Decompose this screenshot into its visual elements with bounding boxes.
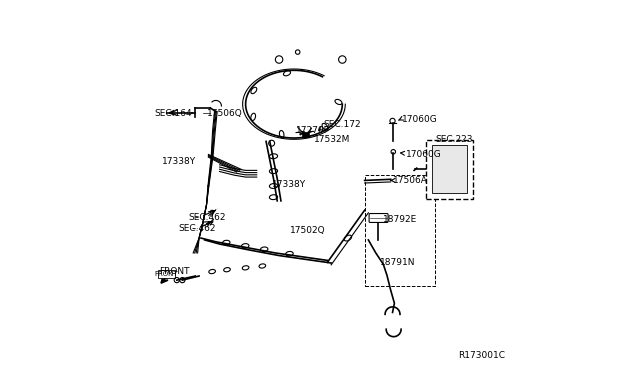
FancyBboxPatch shape (369, 214, 388, 222)
FancyBboxPatch shape (302, 132, 309, 137)
Text: 17502Q: 17502Q (291, 226, 326, 235)
FancyBboxPatch shape (158, 270, 175, 278)
Text: FRONT: FRONT (155, 271, 179, 277)
Text: 18792E: 18792E (383, 215, 417, 224)
FancyBboxPatch shape (426, 140, 472, 199)
Text: FRONT: FRONT (159, 267, 190, 276)
Text: 17270P: 17270P (296, 126, 330, 135)
Text: R173001C: R173001C (458, 351, 504, 360)
Text: SEC.462: SEC.462 (188, 213, 225, 222)
Text: 17532M: 17532M (314, 135, 351, 144)
Text: 17338Y: 17338Y (162, 157, 196, 166)
Text: SEC.223: SEC.223 (435, 135, 473, 144)
Text: 17060G: 17060G (406, 150, 442, 159)
Text: 17506A: 17506A (392, 176, 428, 185)
Text: SEC.462: SEC.462 (179, 224, 216, 233)
Text: 18791N: 18791N (380, 258, 415, 267)
Text: 17506Q: 17506Q (207, 109, 243, 118)
Text: 17060G: 17060G (402, 115, 438, 124)
Text: 17338Y: 17338Y (271, 180, 306, 189)
FancyBboxPatch shape (431, 145, 467, 193)
Text: SEC.164: SEC.164 (154, 109, 192, 118)
Text: SEC.172: SEC.172 (324, 120, 362, 129)
